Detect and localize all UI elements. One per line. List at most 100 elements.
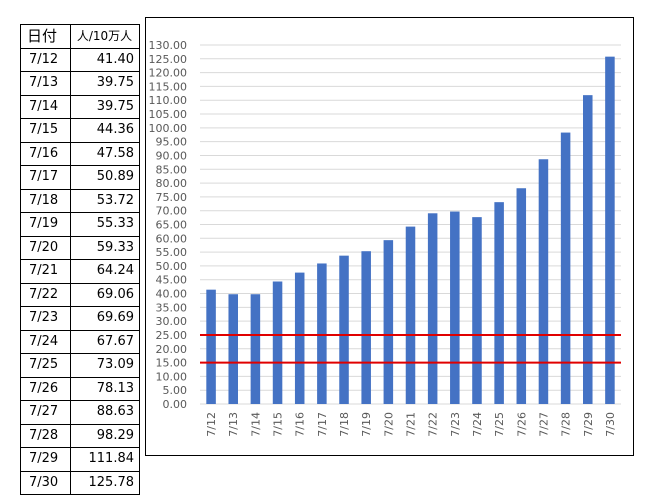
row-date: 7/12 bbox=[20, 47, 71, 72]
y-tick-label: 80.00 bbox=[156, 177, 188, 190]
data-table: 日付 人/10万人 7/12 41.40 7/13 39.75 7/14 39.75 7/1… bbox=[20, 24, 140, 495]
x-tick-label: 7/19 bbox=[360, 412, 373, 437]
y-tick-label: 25.00 bbox=[156, 329, 188, 342]
y-tick-label: 10.00 bbox=[156, 370, 188, 383]
y-tick-label: 15.00 bbox=[156, 357, 188, 370]
table-row: 7/20 59.33 bbox=[20, 235, 140, 260]
bar bbox=[494, 202, 504, 404]
x-tick-label: 7/18 bbox=[338, 412, 351, 437]
row-date: 7/24 bbox=[20, 329, 71, 354]
bar bbox=[582, 95, 593, 404]
y-tick-label: 35.00 bbox=[156, 301, 188, 314]
x-tick-label: 7/12 bbox=[205, 412, 218, 437]
row-value: 41.40 bbox=[70, 47, 140, 72]
bar bbox=[272, 281, 283, 404]
y-tick-label: 0.00 bbox=[163, 398, 188, 411]
header-value: 人/10万人 bbox=[70, 24, 140, 49]
y-tick-label: 30.00 bbox=[156, 315, 188, 328]
x-tick-label: 7/20 bbox=[382, 412, 395, 437]
row-value: 73.09 bbox=[70, 353, 140, 378]
table-row: 7/27 88.63 bbox=[20, 400, 140, 425]
x-tick-label: 7/26 bbox=[515, 412, 528, 437]
bar bbox=[250, 294, 261, 404]
table-row: 7/18 53.72 bbox=[20, 188, 140, 213]
x-tick-label: 7/25 bbox=[493, 412, 506, 437]
bar bbox=[294, 272, 305, 404]
table-row: 7/28 98.29 bbox=[20, 423, 140, 448]
bar bbox=[339, 255, 349, 404]
row-date: 7/30 bbox=[20, 470, 71, 495]
row-date: 7/20 bbox=[20, 235, 71, 260]
y-tick-label: 100.00 bbox=[149, 122, 188, 135]
row-date: 7/25 bbox=[20, 353, 71, 378]
y-tick-label: 60.00 bbox=[156, 232, 188, 245]
row-date: 7/18 bbox=[20, 188, 71, 213]
y-tick-label: 70.00 bbox=[156, 205, 188, 218]
x-tick-label: 7/28 bbox=[560, 412, 573, 437]
bar bbox=[427, 213, 438, 404]
y-tick-label: 110.00 bbox=[149, 94, 188, 107]
bar bbox=[472, 217, 482, 404]
y-tick-label: 120.00 bbox=[149, 67, 188, 80]
row-value: 125.78 bbox=[70, 470, 140, 495]
y-tick-label: 20.00 bbox=[156, 343, 188, 356]
y-tick-label: 90.00 bbox=[156, 149, 188, 162]
bar-chart: 0.005.0010.0015.0020.0025.0030.0035.0040… bbox=[149, 39, 621, 437]
row-date: 7/26 bbox=[20, 376, 71, 401]
chart-area: 0.00 5.00 10.00 15.00 20.00 25.00 30.00 35.00 40… bbox=[145, 17, 634, 456]
y-tick-label: 105.00 bbox=[149, 108, 188, 121]
y-tick-label: 45.00 bbox=[156, 274, 188, 287]
bar bbox=[361, 251, 371, 404]
bar bbox=[538, 159, 549, 404]
x-tick-label: 7/24 bbox=[471, 412, 484, 437]
row-date: 7/29 bbox=[20, 447, 71, 472]
x-tick-label: 7/21 bbox=[405, 412, 418, 437]
y-tick-label: 85.00 bbox=[156, 163, 188, 176]
table-row: 7/19 55.33 bbox=[20, 212, 140, 237]
table-row: 7/24 67.67 bbox=[20, 329, 140, 354]
row-value: 67.67 bbox=[70, 329, 140, 354]
row-date: 7/16 bbox=[20, 141, 71, 166]
row-value: 98.29 bbox=[70, 423, 140, 448]
table-row: 7/17 50.89 bbox=[20, 165, 140, 190]
y-tick-label: 130.00 bbox=[149, 39, 188, 52]
x-tick-label: 7/13 bbox=[227, 412, 240, 437]
bar bbox=[383, 240, 394, 404]
row-date: 7/23 bbox=[20, 306, 71, 331]
row-date: 7/19 bbox=[20, 212, 71, 237]
table-row: 7/16 47.58 bbox=[20, 141, 140, 166]
table-row: 7/26 78.13 bbox=[20, 376, 140, 401]
table-row: 7/30 125.78 bbox=[20, 470, 140, 495]
row-value: 53.72 bbox=[70, 188, 140, 213]
row-date: 7/21 bbox=[20, 259, 71, 284]
bar bbox=[560, 132, 571, 404]
y-tick-label: 50.00 bbox=[156, 260, 188, 273]
table-row: 7/22 69.06 bbox=[20, 282, 140, 307]
bar bbox=[605, 56, 615, 405]
row-value: 39.75 bbox=[70, 94, 140, 119]
y-tick-label: 125.00 bbox=[149, 53, 188, 66]
header-date: 日付 bbox=[20, 24, 71, 49]
x-tick-label: 7/14 bbox=[249, 412, 262, 437]
row-date: 7/14 bbox=[20, 94, 71, 119]
bar bbox=[516, 188, 527, 404]
row-date: 7/22 bbox=[20, 282, 71, 307]
table-row: 7/29 111.84 bbox=[20, 447, 140, 472]
row-value: 69.69 bbox=[70, 306, 140, 331]
x-tick-label: 7/15 bbox=[272, 412, 285, 437]
x-tick-label: 7/16 bbox=[294, 412, 307, 437]
y-tick-label: 95.00 bbox=[156, 136, 188, 149]
row-value: 88.63 bbox=[70, 400, 140, 425]
row-date: 7/15 bbox=[20, 118, 71, 143]
row-value: 78.13 bbox=[70, 376, 140, 401]
x-tick-label: 7/30 bbox=[604, 412, 617, 437]
y-tick-label: 55.00 bbox=[156, 246, 188, 259]
x-tick-label: 7/27 bbox=[537, 412, 550, 437]
table-row: 7/12 41.40 bbox=[20, 47, 140, 72]
bar bbox=[450, 211, 460, 404]
y-tick-label: 75.00 bbox=[156, 191, 188, 204]
row-value: 50.89 bbox=[70, 165, 140, 190]
row-value: 111.84 bbox=[70, 447, 140, 472]
row-value: 64.24 bbox=[70, 259, 140, 284]
row-value: 59.33 bbox=[70, 235, 140, 260]
